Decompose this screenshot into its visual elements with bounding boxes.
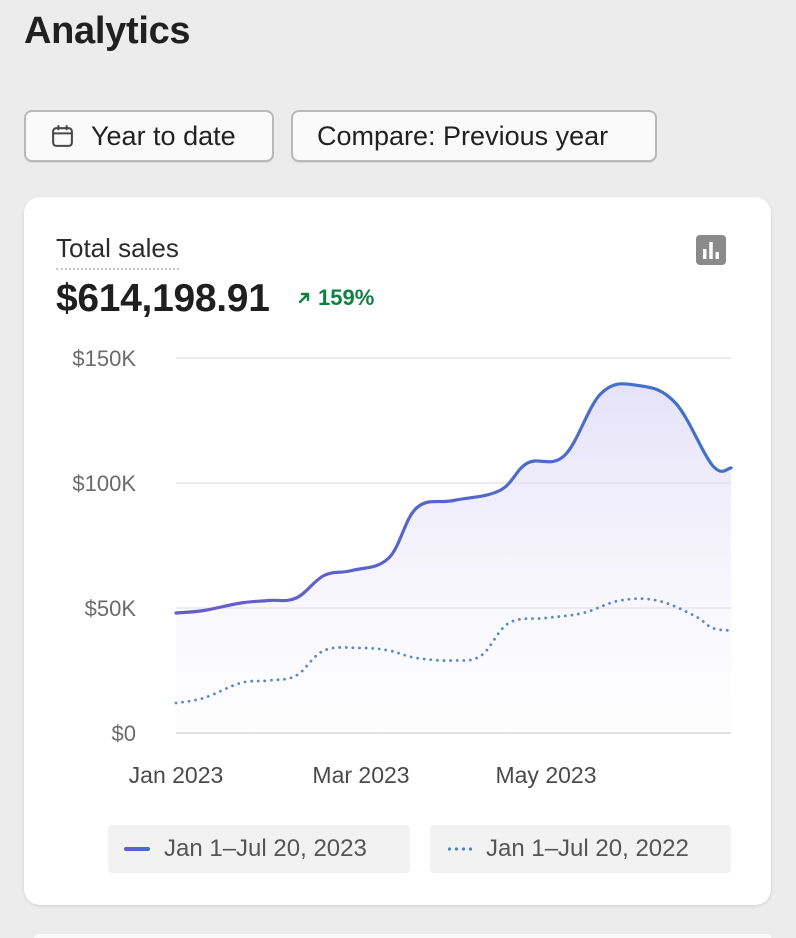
y-tick-label: $0 [112,721,136,746]
page-title: Analytics [24,10,191,52]
total-sales-card: Total sales $614,198.91 159% $150K $10 [24,197,771,905]
metric-change-value: 159% [318,285,375,310]
y-tick-label: $100K [72,471,136,496]
y-tick-label: $50K [85,596,137,621]
bar-chart-icon[interactable] [696,235,726,265]
x-tick-label: Jan 2023 [129,762,224,788]
calendar-icon [52,124,73,147]
metric-label[interactable]: Total sales [56,233,179,270]
metric-value: $614,198.91 [56,277,270,320]
legend-previous-period[interactable]: Jan 1–Jul 20, 2022 [430,825,731,873]
y-tick-label: $150K [72,346,136,371]
date-range-button[interactable]: Year to date [24,110,274,162]
date-range-label: Year to date [91,120,236,151]
arrow-up-right-icon [298,292,310,304]
legend-previous-label: Jan 1–Jul 20, 2022 [486,835,689,862]
series-line-current [174,382,733,615]
next-card-edge [34,934,771,938]
compare-button[interactable]: Compare: Previous year [291,110,657,162]
compare-label: Compare: Previous year [317,120,609,151]
x-tick-label: May 2023 [495,762,596,788]
dotted-line-swatch [446,847,472,851]
sales-chart: $150K $100K $50K $0 Jan 2023 Mar 2023 May 2023 [72,346,733,788]
series-area-current [176,383,731,733]
metric-change: 159% [296,285,374,311]
legend-current-label: Jan 1–Jul 20, 2023 [164,835,367,862]
x-tick-label: Mar 2023 [312,762,409,788]
solid-line-swatch [124,847,150,851]
legend-current-period[interactable]: Jan 1–Jul 20, 2023 [108,825,410,873]
